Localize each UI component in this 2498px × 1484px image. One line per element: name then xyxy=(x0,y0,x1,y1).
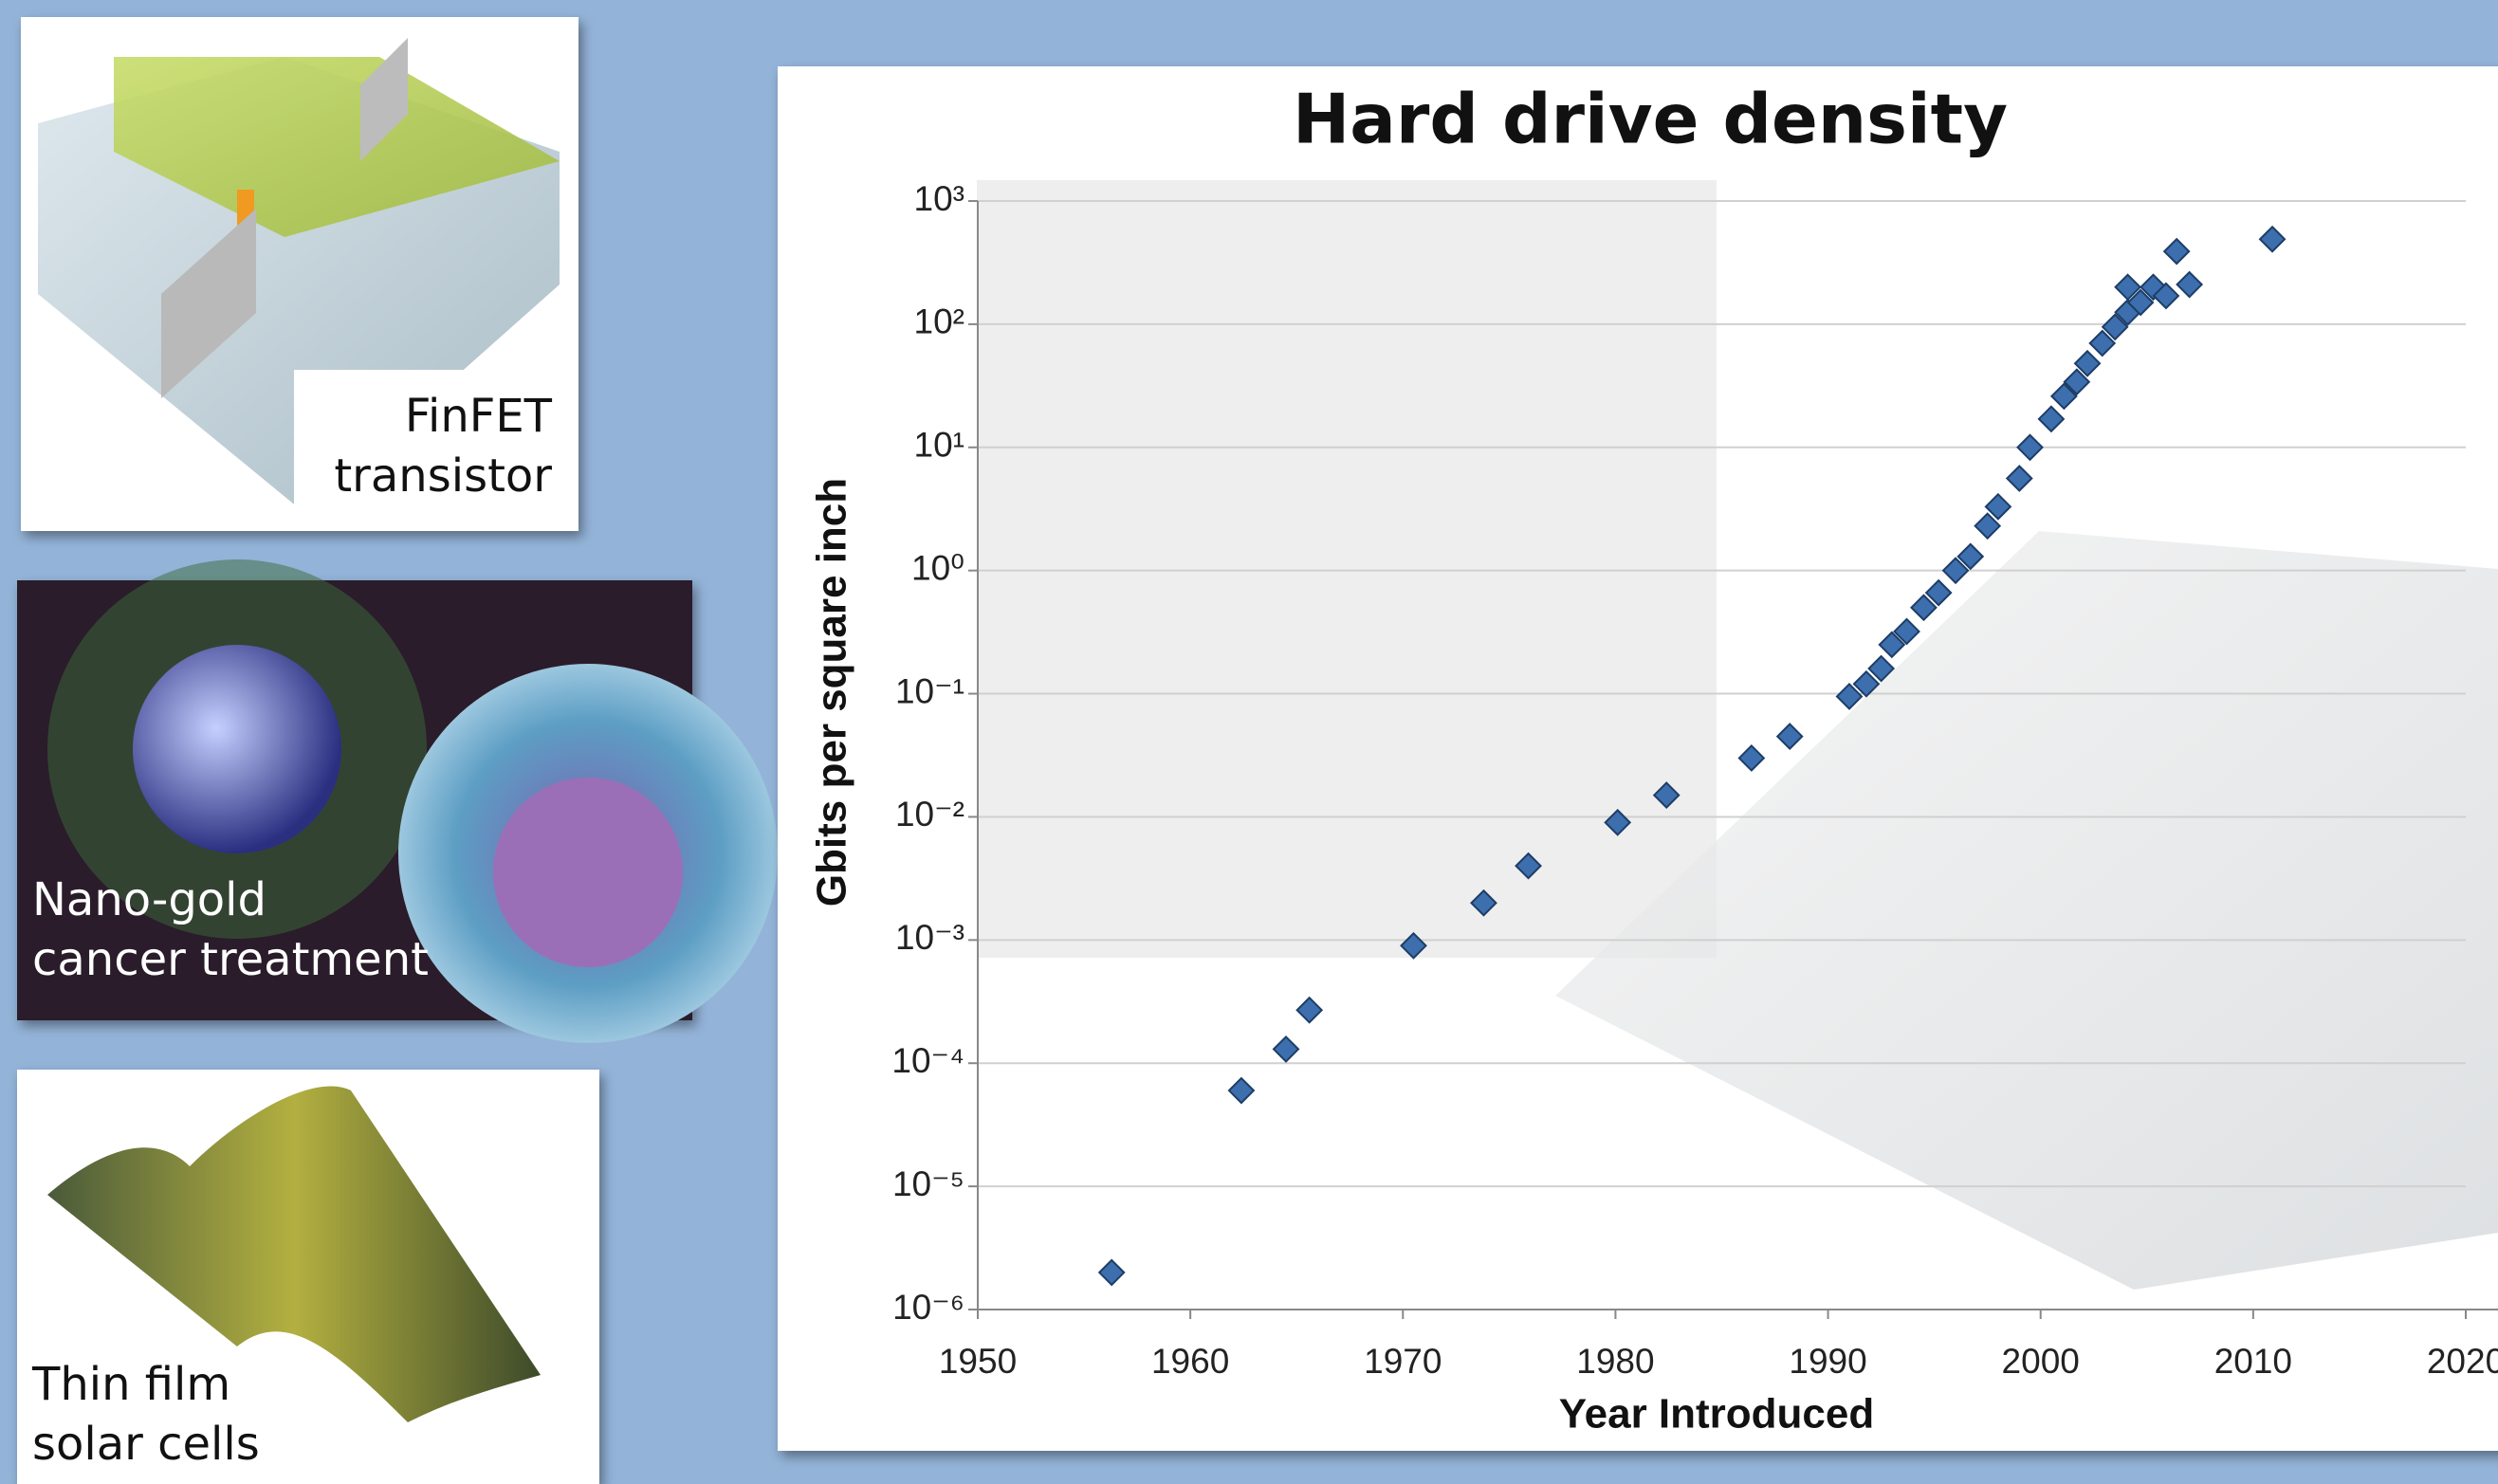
y-tick-label: 10⁻⁵ xyxy=(892,1164,964,1203)
data-point xyxy=(2005,465,2033,492)
panel-finfet: FinFET transistor xyxy=(21,17,579,531)
data-point xyxy=(1910,594,1938,622)
panel-caption: FinFET xyxy=(405,390,553,443)
y-tick-label: 10¹ xyxy=(914,426,964,465)
data-point xyxy=(1272,1035,1300,1063)
data-point xyxy=(1652,781,1681,809)
panel-caption: solar cells xyxy=(32,1418,260,1471)
data-point xyxy=(2016,433,2044,462)
drain xyxy=(360,38,408,161)
background-photo xyxy=(977,180,1717,958)
data-point xyxy=(1775,723,1804,751)
x-tick-label: 1960 xyxy=(1151,1342,1229,1381)
x-axis-label: Year Introduced xyxy=(1559,1391,1875,1438)
panel-caption: transistor xyxy=(334,449,552,503)
cancer-cell xyxy=(133,645,341,853)
x-tick-label: 1990 xyxy=(1789,1342,1866,1381)
x-tick-label: 2000 xyxy=(2002,1342,2080,1381)
panel-caption: Nano-gold xyxy=(32,873,266,926)
data-point xyxy=(2162,237,2191,266)
data-point xyxy=(2258,225,2287,253)
y-tick-label: 10³ xyxy=(914,179,964,218)
x-tick-label: 1950 xyxy=(939,1342,1017,1381)
caption-box xyxy=(294,370,579,531)
data-point xyxy=(1835,683,1864,710)
y-tick-label: 10⁰ xyxy=(911,548,964,587)
data-point xyxy=(1737,744,1766,772)
data-point xyxy=(1984,492,2012,521)
data-point xyxy=(1604,808,1632,836)
data-point xyxy=(1956,542,1985,571)
y-tick-label: 10⁻⁴ xyxy=(891,1041,964,1080)
data-point xyxy=(1295,996,1324,1024)
y-tick-label: 10⁻¹ xyxy=(895,671,964,710)
data-point xyxy=(2152,282,2180,310)
data-point xyxy=(2114,273,2142,302)
y-tick-label: 10⁻⁶ xyxy=(892,1288,964,1327)
data-point xyxy=(2088,329,2117,357)
x-tick-label: 2020 xyxy=(2427,1342,2498,1381)
source xyxy=(161,209,256,398)
solar-film xyxy=(47,1086,541,1422)
y-axis-label: Gbits per square inch xyxy=(809,478,855,907)
data-point xyxy=(1097,1258,1126,1287)
x-tick-label: 2010 xyxy=(2214,1342,2292,1381)
data-point xyxy=(1878,631,1906,659)
y-tick-label: 10² xyxy=(914,302,964,341)
data-point xyxy=(2073,349,2102,377)
data-point xyxy=(1400,931,1427,960)
data-point xyxy=(1974,512,2002,540)
data-point xyxy=(2049,382,2078,411)
data-point xyxy=(1941,557,1970,585)
gate xyxy=(114,57,560,237)
y-tick-label: 10⁻³ xyxy=(895,918,964,957)
y-tick-label: 10⁻² xyxy=(895,795,964,834)
data-point xyxy=(1470,889,1497,917)
data-point xyxy=(1227,1076,1256,1105)
data-point xyxy=(2126,288,2155,317)
panel-caption: Thin film xyxy=(31,1358,230,1411)
data-point xyxy=(1924,578,1953,607)
x-tick-label: 1970 xyxy=(1364,1342,1442,1381)
data-point xyxy=(1852,669,1881,698)
data-point xyxy=(1515,852,1542,880)
data-point xyxy=(2037,405,2066,433)
data-point xyxy=(2063,368,2091,396)
panel-caption: cancer treatment xyxy=(32,933,429,986)
data-point xyxy=(2176,270,2204,299)
panel-solar: Thin film solar cells xyxy=(17,1070,599,1484)
chart-title: Hard drive density xyxy=(1293,80,2008,159)
nucleus xyxy=(493,778,683,967)
data-point xyxy=(2101,313,2129,341)
background-photo xyxy=(1555,531,2498,1290)
chart: Hard drive density Year Introduced Gbits… xyxy=(778,66,2498,1451)
data-point xyxy=(1867,654,1896,683)
panel-nanogold: Nano-gold cancer treatment xyxy=(17,559,778,1043)
data-point xyxy=(1893,617,1920,646)
x-tick-label: 1980 xyxy=(1576,1342,1654,1381)
